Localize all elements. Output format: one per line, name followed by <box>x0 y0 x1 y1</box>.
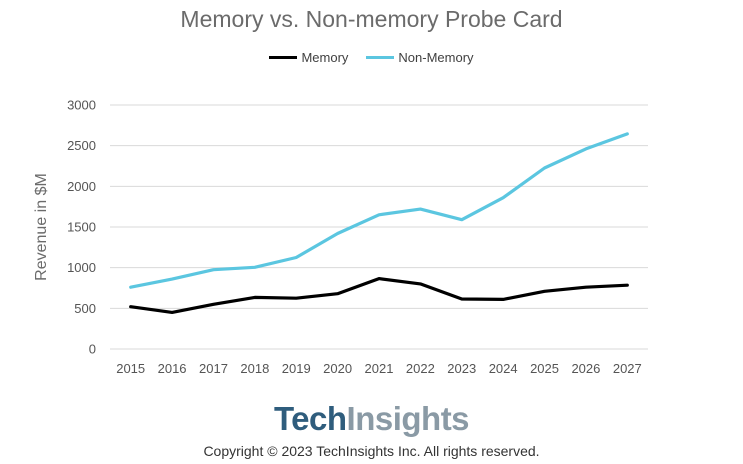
techinsights-logo: TechInsights <box>0 400 743 438</box>
x-tick-label-2020: 2020 <box>323 361 352 376</box>
y-tick-label-0: 0 <box>89 342 96 357</box>
copyright-notice: Copyright © 2023 TechInsights Inc. All r… <box>203 443 540 459</box>
x-tick-label-2018: 2018 <box>240 361 269 376</box>
chart-plot-area: 0 500 1000 1500 2000 2500 3000 2015 2016 2017 2018… <box>33 98 648 376</box>
logo-text-insights: Insights <box>346 400 470 437</box>
y-tick-label-1500: 1500 <box>67 220 96 235</box>
y-tick-label-3000: 3000 <box>67 98 96 113</box>
x-tick-label-2025: 2025 <box>530 361 559 376</box>
series-line-memory <box>129 277 629 314</box>
y-tick-label-2000: 2000 <box>67 179 96 194</box>
legend-item-non-memory: Non-Memory <box>366 50 474 65</box>
legend-swatch-memory <box>269 56 298 59</box>
legend-item-memory: Memory <box>269 50 348 65</box>
y-axis-title: Revenue in $M <box>33 173 50 281</box>
legend-swatch-non-memory <box>366 56 395 59</box>
x-tick-label-2024: 2024 <box>489 361 518 376</box>
chart-title: Memory vs. Non-memory Probe Card <box>180 6 563 32</box>
x-tick-label-2021: 2021 <box>365 361 394 376</box>
y-tick-label-500: 500 <box>74 301 96 316</box>
legend-label-non-memory: Non-Memory <box>398 50 474 65</box>
x-tick-label-2026: 2026 <box>571 361 600 376</box>
x-tick-label-2027: 2027 <box>613 361 642 376</box>
legend: Memory Non-Memory <box>0 50 743 65</box>
series-line-non-memory <box>129 132 629 289</box>
x-tick-label-2022: 2022 <box>406 361 435 376</box>
x-tick-label-2015: 2015 <box>116 361 145 376</box>
x-tick-label-2019: 2019 <box>282 361 311 376</box>
x-tick-label-2023: 2023 <box>447 361 476 376</box>
x-tick-label-2017: 2017 <box>199 361 228 376</box>
legend-label-memory: Memory <box>301 50 349 65</box>
y-tick-label-2500: 2500 <box>67 138 96 153</box>
logo-text-tech: Tech <box>273 400 347 437</box>
x-tick-label-2016: 2016 <box>158 361 187 376</box>
y-tick-label-1000: 1000 <box>67 260 96 275</box>
